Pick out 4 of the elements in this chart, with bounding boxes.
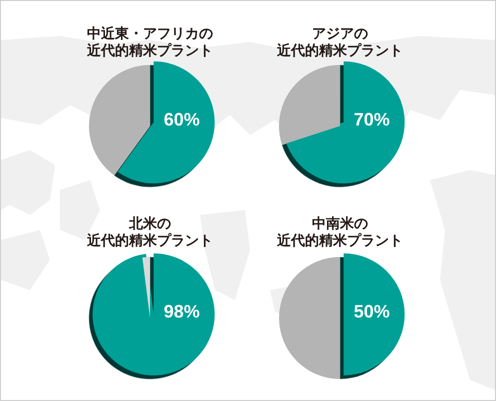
chart-title: 中南米の近代的精米プラント [276, 215, 403, 248]
data-label: 98% [164, 301, 200, 322]
data-label: 50% [354, 301, 390, 322]
chart-title: 北米の近代的精米プラント [86, 215, 213, 248]
